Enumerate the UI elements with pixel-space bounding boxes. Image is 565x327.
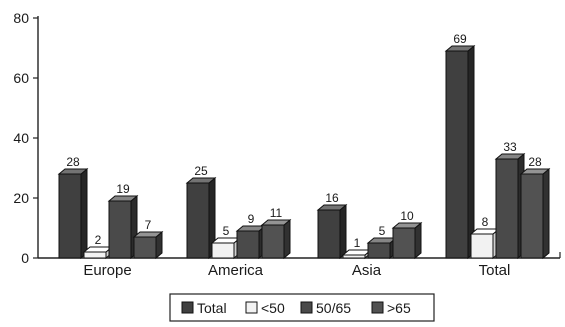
- bar-front: [211, 242, 235, 259]
- bar-65-america: [260, 218, 292, 260]
- data-label: 69: [453, 32, 467, 46]
- bar-side: [414, 221, 422, 260]
- bar-top: [185, 177, 217, 184]
- bar-top: [316, 204, 348, 211]
- bar-front: [445, 50, 469, 259]
- y-tick-label: 80: [13, 10, 29, 26]
- chart-bars: [57, 44, 551, 260]
- data-label: 5: [379, 224, 386, 238]
- bar-50-america: [210, 236, 242, 260]
- legend-label: >65: [387, 300, 411, 316]
- legend-swatch: [300, 301, 313, 314]
- bar-top: [444, 45, 476, 52]
- data-label: 25: [194, 164, 208, 178]
- bar-top: [260, 219, 292, 226]
- bar-side: [80, 167, 88, 260]
- bar-65-europe: [132, 230, 164, 260]
- chart-legend: Total <50 50/65 >65: [169, 293, 435, 322]
- bar-front: [317, 209, 341, 259]
- bar-65-asia: [391, 221, 423, 260]
- bar-top: [57, 168, 89, 175]
- bar-front: [520, 173, 544, 259]
- data-label: 28: [528, 155, 542, 169]
- bar-front: [261, 224, 285, 259]
- bar-5065-america: [235, 224, 267, 260]
- bar-side: [339, 203, 347, 260]
- data-label: 28: [66, 155, 80, 169]
- y-tick-label: 20: [13, 190, 29, 206]
- data-label: 33: [503, 140, 517, 154]
- bar-Total-asia: [316, 203, 348, 260]
- bar-Total-europe: [57, 167, 89, 260]
- legend-label: <50: [261, 300, 285, 316]
- bar-side: [542, 167, 550, 260]
- x-category-label: Asia: [352, 262, 382, 279]
- bar-front: [392, 227, 416, 259]
- bar-Total-america: [185, 176, 217, 260]
- bar-front: [186, 182, 210, 259]
- bar-top: [132, 231, 164, 238]
- bar-top: [391, 222, 423, 229]
- data-label: 9: [248, 212, 255, 226]
- legend-label: Total: [197, 300, 227, 316]
- data-label: 10: [400, 209, 414, 223]
- bar-5065-asia: [366, 236, 398, 260]
- data-label: 1: [354, 236, 361, 250]
- data-label: 5: [223, 224, 230, 238]
- x-category-label: America: [208, 262, 264, 279]
- data-label: 19: [116, 182, 130, 196]
- legend-swatch: [245, 301, 258, 314]
- y-tick-label: 0: [21, 250, 29, 266]
- y-tick-label: 60: [13, 70, 29, 86]
- data-label: 7: [145, 218, 152, 232]
- bar-65-total: [519, 167, 551, 260]
- data-label: 8: [482, 215, 489, 229]
- bar-top: [107, 195, 139, 202]
- bar-50-total: [469, 227, 501, 260]
- bar-top: [494, 153, 526, 160]
- data-label: 16: [325, 191, 339, 205]
- legend-swatch: [371, 301, 384, 314]
- bar-50-europe: [82, 245, 114, 260]
- x-category-label: Europe: [83, 262, 131, 279]
- legend-swatch: [181, 301, 194, 314]
- bar-front: [236, 230, 260, 259]
- y-tick-label: 40: [13, 130, 29, 146]
- bar-5065-total: [494, 152, 526, 260]
- legend-label: 50/65: [316, 300, 351, 316]
- data-label: 2: [95, 233, 102, 247]
- bar-top: [519, 168, 551, 175]
- bar-50-asia: [341, 248, 373, 260]
- bar-front: [108, 200, 132, 259]
- bar-front: [83, 251, 107, 259]
- bar-front: [367, 242, 391, 259]
- bar-front: [133, 236, 157, 259]
- bar-side: [467, 44, 475, 260]
- data-label: 11: [270, 206, 283, 220]
- bar-side: [283, 218, 291, 260]
- bar-5065-europe: [107, 194, 139, 260]
- bar-front: [58, 173, 82, 259]
- bar-front: [495, 158, 519, 259]
- bar-front: [470, 233, 494, 259]
- x-category-label: Total: [479, 262, 511, 279]
- bar-Total-total: [444, 44, 476, 260]
